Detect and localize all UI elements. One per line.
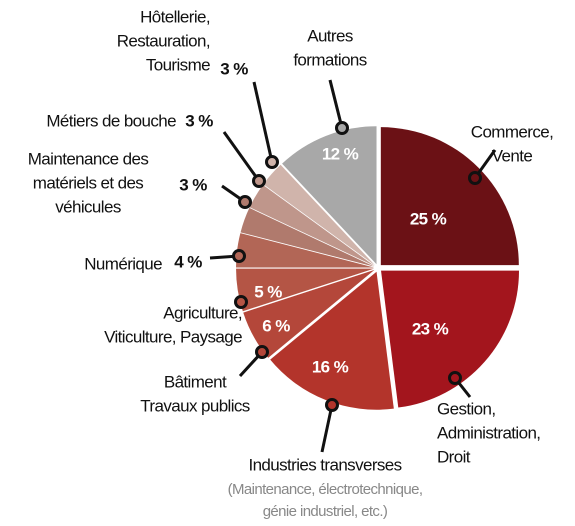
leader-dot — [255, 345, 269, 359]
category-label: Viticulture, Paysage — [104, 327, 242, 346]
category-label: Métiers de bouche — [46, 111, 176, 130]
category-label: Commerce, — [471, 122, 553, 141]
category-label: Numérique — [84, 254, 162, 273]
category-label: Travaux publics — [140, 396, 250, 415]
category-label: Agriculture, — [163, 303, 242, 322]
leader-line — [328, 79, 344, 129]
category-label: Droit — [437, 447, 471, 466]
category-label: Bâtiment — [164, 372, 227, 391]
pie-slice — [243, 269, 375, 358]
category-label: Hôtellerie, — [140, 7, 210, 26]
pie-slice — [236, 268, 375, 312]
value-label: 6 % — [262, 316, 290, 335]
category-label: Vente — [492, 146, 533, 165]
leader-line — [320, 404, 334, 453]
pie-slice — [282, 126, 377, 265]
category-label: véhicules — [55, 197, 121, 216]
value-label: 16 % — [312, 357, 349, 376]
pie-slice — [381, 270, 520, 408]
value-label: 3 % — [179, 175, 207, 194]
pie-slice — [249, 184, 375, 266]
category-label: Autres — [307, 26, 353, 45]
category-label: Gestion, — [437, 399, 496, 418]
category-label: formations — [293, 50, 366, 69]
leader-dot — [448, 371, 462, 385]
category-label: matériels et des — [33, 173, 143, 192]
value-label: 3 % — [220, 59, 248, 78]
leader-dot — [232, 249, 246, 263]
leader-dot — [325, 398, 339, 412]
pie-slice — [236, 233, 375, 268]
pie-slice — [270, 271, 394, 410]
pie-slice — [240, 207, 375, 267]
value-label: 3 % — [185, 111, 213, 130]
value-label: 25 % — [410, 209, 447, 228]
pie-slice — [263, 164, 375, 266]
leader-dot — [234, 295, 248, 309]
annotation: génie industriel, etc.) — [263, 503, 388, 520]
category-label: Industries transverses — [248, 455, 401, 474]
annotation: (Maintenance, électrotechnique, — [228, 481, 423, 498]
leader-dot — [238, 195, 252, 209]
pie-slice — [380, 127, 519, 266]
leader-dot — [265, 155, 279, 169]
leader-dot — [252, 174, 266, 188]
leader-dot — [335, 121, 349, 135]
leader-line — [222, 131, 261, 182]
value-label: 12 % — [322, 144, 359, 163]
leader-line — [252, 81, 274, 163]
leader-dot — [468, 171, 482, 185]
value-label: 5 % — [254, 282, 282, 301]
value-label: 4 % — [174, 252, 202, 271]
category-label: Restauration, — [117, 31, 210, 50]
value-label: 23 % — [412, 319, 449, 338]
category-label: Maintenance des — [28, 149, 149, 168]
category-label: Tourisme — [146, 55, 210, 74]
category-label: Administration, — [437, 423, 540, 442]
